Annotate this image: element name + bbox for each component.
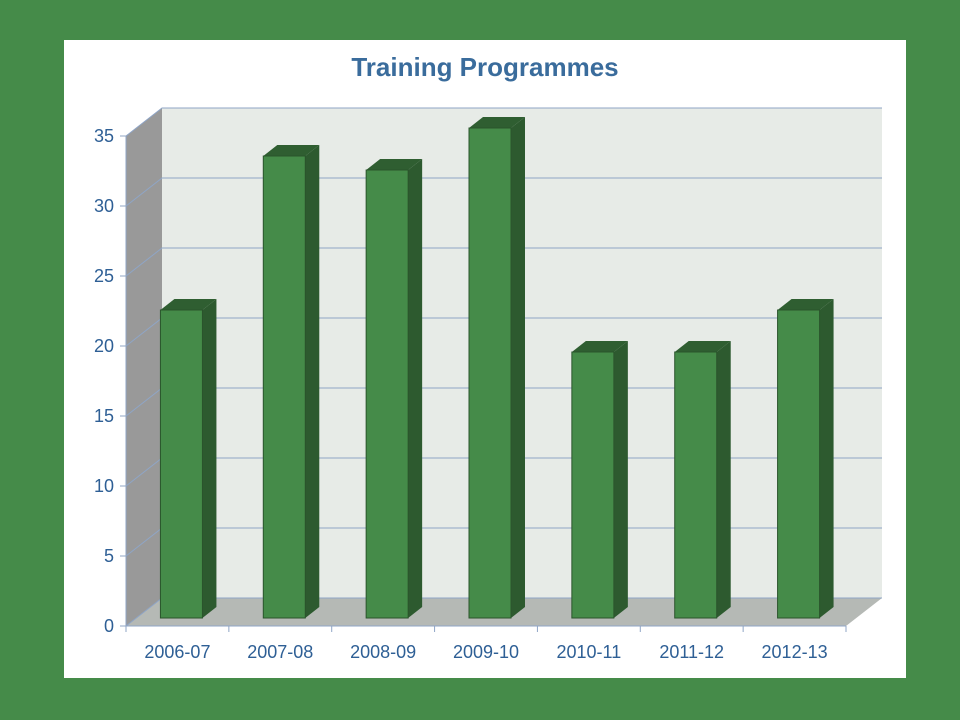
y-tick-label: 20 <box>94 336 114 356</box>
gridline <box>125 107 882 137</box>
bar-2012-13 <box>777 309 821 619</box>
gridline <box>125 177 882 207</box>
y-tick-label: 30 <box>94 196 114 216</box>
bar-2011-12-top <box>674 341 731 352</box>
chart-title: Training Programmes <box>351 52 619 82</box>
bar-2007-08-top <box>263 145 320 156</box>
bar-2006-07 <box>159 309 203 619</box>
bar-2009-10 <box>468 127 512 619</box>
bar-2010-11 <box>571 351 615 619</box>
bar-2011-12-side <box>716 341 731 618</box>
bar-2008-09 <box>365 169 409 619</box>
gridline <box>125 247 882 277</box>
bar-2010-11-side <box>613 341 628 618</box>
x-tick-label: 2008-09 <box>350 642 416 662</box>
side-wall <box>126 108 162 626</box>
bar-2006-07-side <box>202 299 217 618</box>
y-tick-label: 35 <box>94 126 114 146</box>
bar-2006-07-top <box>160 299 217 310</box>
chart-panel: Training Programmes 0 5 10 15 20 25 30 35 2006-0… <box>64 40 906 678</box>
bar-2012-13-side <box>819 299 834 618</box>
x-tick-label: 2010-11 <box>556 642 621 662</box>
x-tick-label: 2009-10 <box>453 642 519 662</box>
bar-2009-10-side <box>511 117 525 618</box>
bar-2007-08 <box>262 155 306 619</box>
x-tick-label: 2007-08 <box>247 642 313 662</box>
bar-2012-13-top <box>777 299 834 310</box>
y-tick-label: 15 <box>94 406 114 426</box>
y-tick-label: 10 <box>94 476 114 496</box>
bar-2010-11-top <box>571 341 628 352</box>
bar-2008-09-top <box>366 159 423 170</box>
bar-2009-10-top <box>469 117 525 128</box>
x-tick-label: 2011-12 <box>659 642 724 662</box>
chart-plot: 0 5 10 15 20 25 30 35 2006-07 2007-08 2008-09 2009-… <box>94 107 882 662</box>
y-tick-label: 25 <box>94 266 114 286</box>
y-tick-label: 0 <box>104 616 114 636</box>
x-tick-label: 2006-07 <box>144 642 210 662</box>
bar-2008-09-side <box>408 159 423 618</box>
y-tick-label: 5 <box>104 546 114 566</box>
bar-2007-08-side <box>305 145 320 618</box>
bar-2011-12 <box>674 351 718 619</box>
x-tick-label: 2012-13 <box>762 642 828 662</box>
